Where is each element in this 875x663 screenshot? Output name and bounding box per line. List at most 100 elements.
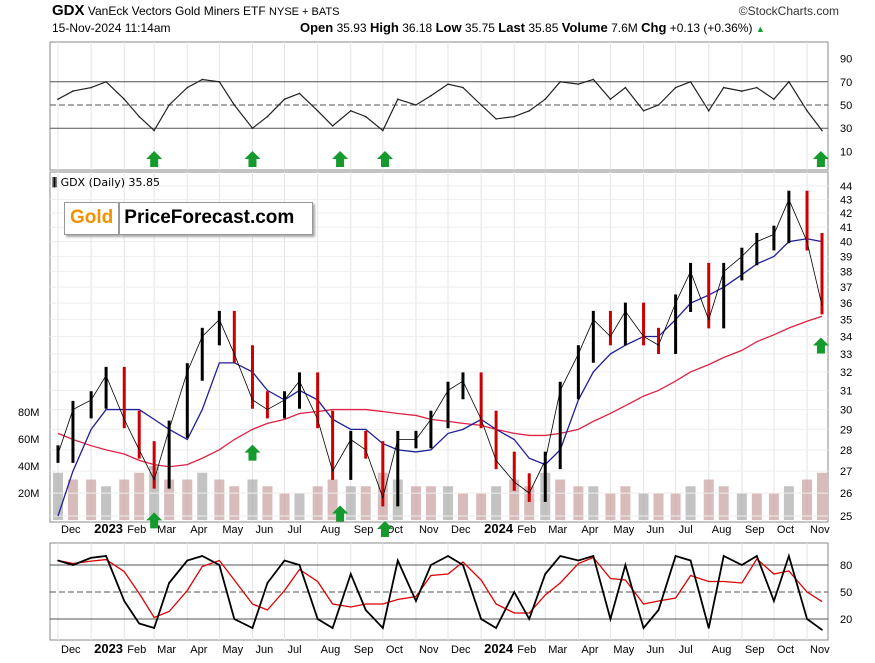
rsi-point [528,110,531,112]
volume-bar [573,486,584,520]
rsi-tick-label: 10 [840,146,852,158]
rsi-point [609,98,612,100]
x-tick-label: Jul [288,524,302,536]
x-tick-label: Sep [354,644,374,656]
x-tick-label: Dec [61,524,81,536]
stoch-point [624,564,627,566]
rsi-point [741,90,743,92]
volume-bar [327,479,338,520]
x-tick-label: Apr [190,524,207,536]
x-tick-label: Oct [777,644,794,656]
volume-bar [457,493,468,520]
rsi-tick-label: 90 [840,54,852,66]
up-triangle-icon: ▲ [755,24,765,34]
volume-tick-label: 20M [18,488,39,500]
stoch-point [218,564,221,566]
volume-bar [653,493,664,520]
rsi-point [430,94,432,97]
price-up-arrow-icon [332,505,349,522]
price-tick-label: 40 [840,237,852,249]
price-tick-label: 41 [840,222,852,234]
stoch-point [364,609,367,611]
x-tick-label: Dec [451,644,471,656]
datetime: 15-Nov-2024 11:14am [52,21,171,35]
volume-bar [262,486,273,520]
volume-bar [53,472,63,520]
stoch-point [153,627,155,629]
rsi-point [316,110,319,112]
rsi-point [480,104,482,106]
chg-label: Chg [641,20,667,35]
price-tick-label: 43 [840,194,852,206]
stoch-point [788,555,790,557]
rsi-point [201,78,204,81]
volume-bar [214,479,225,520]
x-tick-label: Feb [517,644,536,656]
volume-tick-label: 40M [18,461,39,473]
x-tick-label: Feb [517,524,536,536]
logo-priceforecast: PriceForecast.com [119,202,314,235]
symbol: GDX [52,2,85,19]
stoch-point [480,618,482,620]
price-tick-label: 37 [840,282,852,294]
rsi-tick-label: 50 [840,100,852,112]
brand[interactable]: ©StockCharts.com [738,4,839,18]
x-tick-label: Aug [712,644,732,656]
stoch-tick-label: 80 [840,560,852,572]
price-tick-label: 42 [840,208,852,220]
price-tick-label: 34 [840,332,852,344]
x-tick-label: 2023 [94,641,123,656]
stoch-point [741,564,743,566]
rsi-up-arrow-icon [146,151,163,167]
volume-label: Volume [561,20,608,35]
stoch-point [123,600,126,602]
x-tick-label: Feb [127,524,146,536]
volume-bar [524,486,535,520]
volume-bar [491,486,502,520]
stoch-point [72,564,74,566]
volume-bar [605,493,616,520]
rsi-point [298,92,301,95]
rsi-point [722,86,725,89]
stoch-point [544,573,547,575]
price-tick-label: 33 [840,349,852,361]
volume-bar [425,486,436,520]
rsi-point [495,118,497,120]
rsi-point [821,129,823,132]
x-tick-label: Mar [548,644,567,656]
rsi-point [382,129,384,132]
stoch-tick-label: 20 [840,614,852,626]
x-tick-label: Oct [386,644,403,656]
price-up-arrow-icon [244,444,261,461]
x-tick-label: Jul [288,644,302,656]
volume-bar [229,486,240,520]
rsi-point [624,86,627,89]
stoch-point [462,564,464,566]
rsi-point [105,81,107,83]
volume-bar [410,486,421,520]
last-value: 35.85 [528,21,559,35]
x-tick-label: 2024 [484,641,514,656]
x-tick-label: Sep [745,644,765,656]
volume-tick-label: 80M [18,407,39,419]
volume-bar [67,479,78,520]
stoch-point [657,609,660,611]
x-tick-label: Nov [419,524,439,536]
price-tick-label: 27 [840,466,852,478]
x-tick-label: Apr [190,644,207,656]
rsi-point [57,98,59,100]
rsi-point [72,90,74,92]
rsi-point [707,110,710,112]
x-tick-label: Jun [647,644,665,656]
ma-short-line [57,238,823,517]
stoch-point [396,559,399,562]
x-tick-label: Mar [548,524,567,536]
price-tick-label: 28 [840,445,852,457]
watermark-logo: Gold PriceForecast.com [64,202,314,235]
security-name: VanEck Vectors Gold Miners ETF [87,4,266,18]
stoch-point [57,559,59,562]
x-tick-label: Dec [61,644,81,656]
stoch-point [316,618,319,620]
